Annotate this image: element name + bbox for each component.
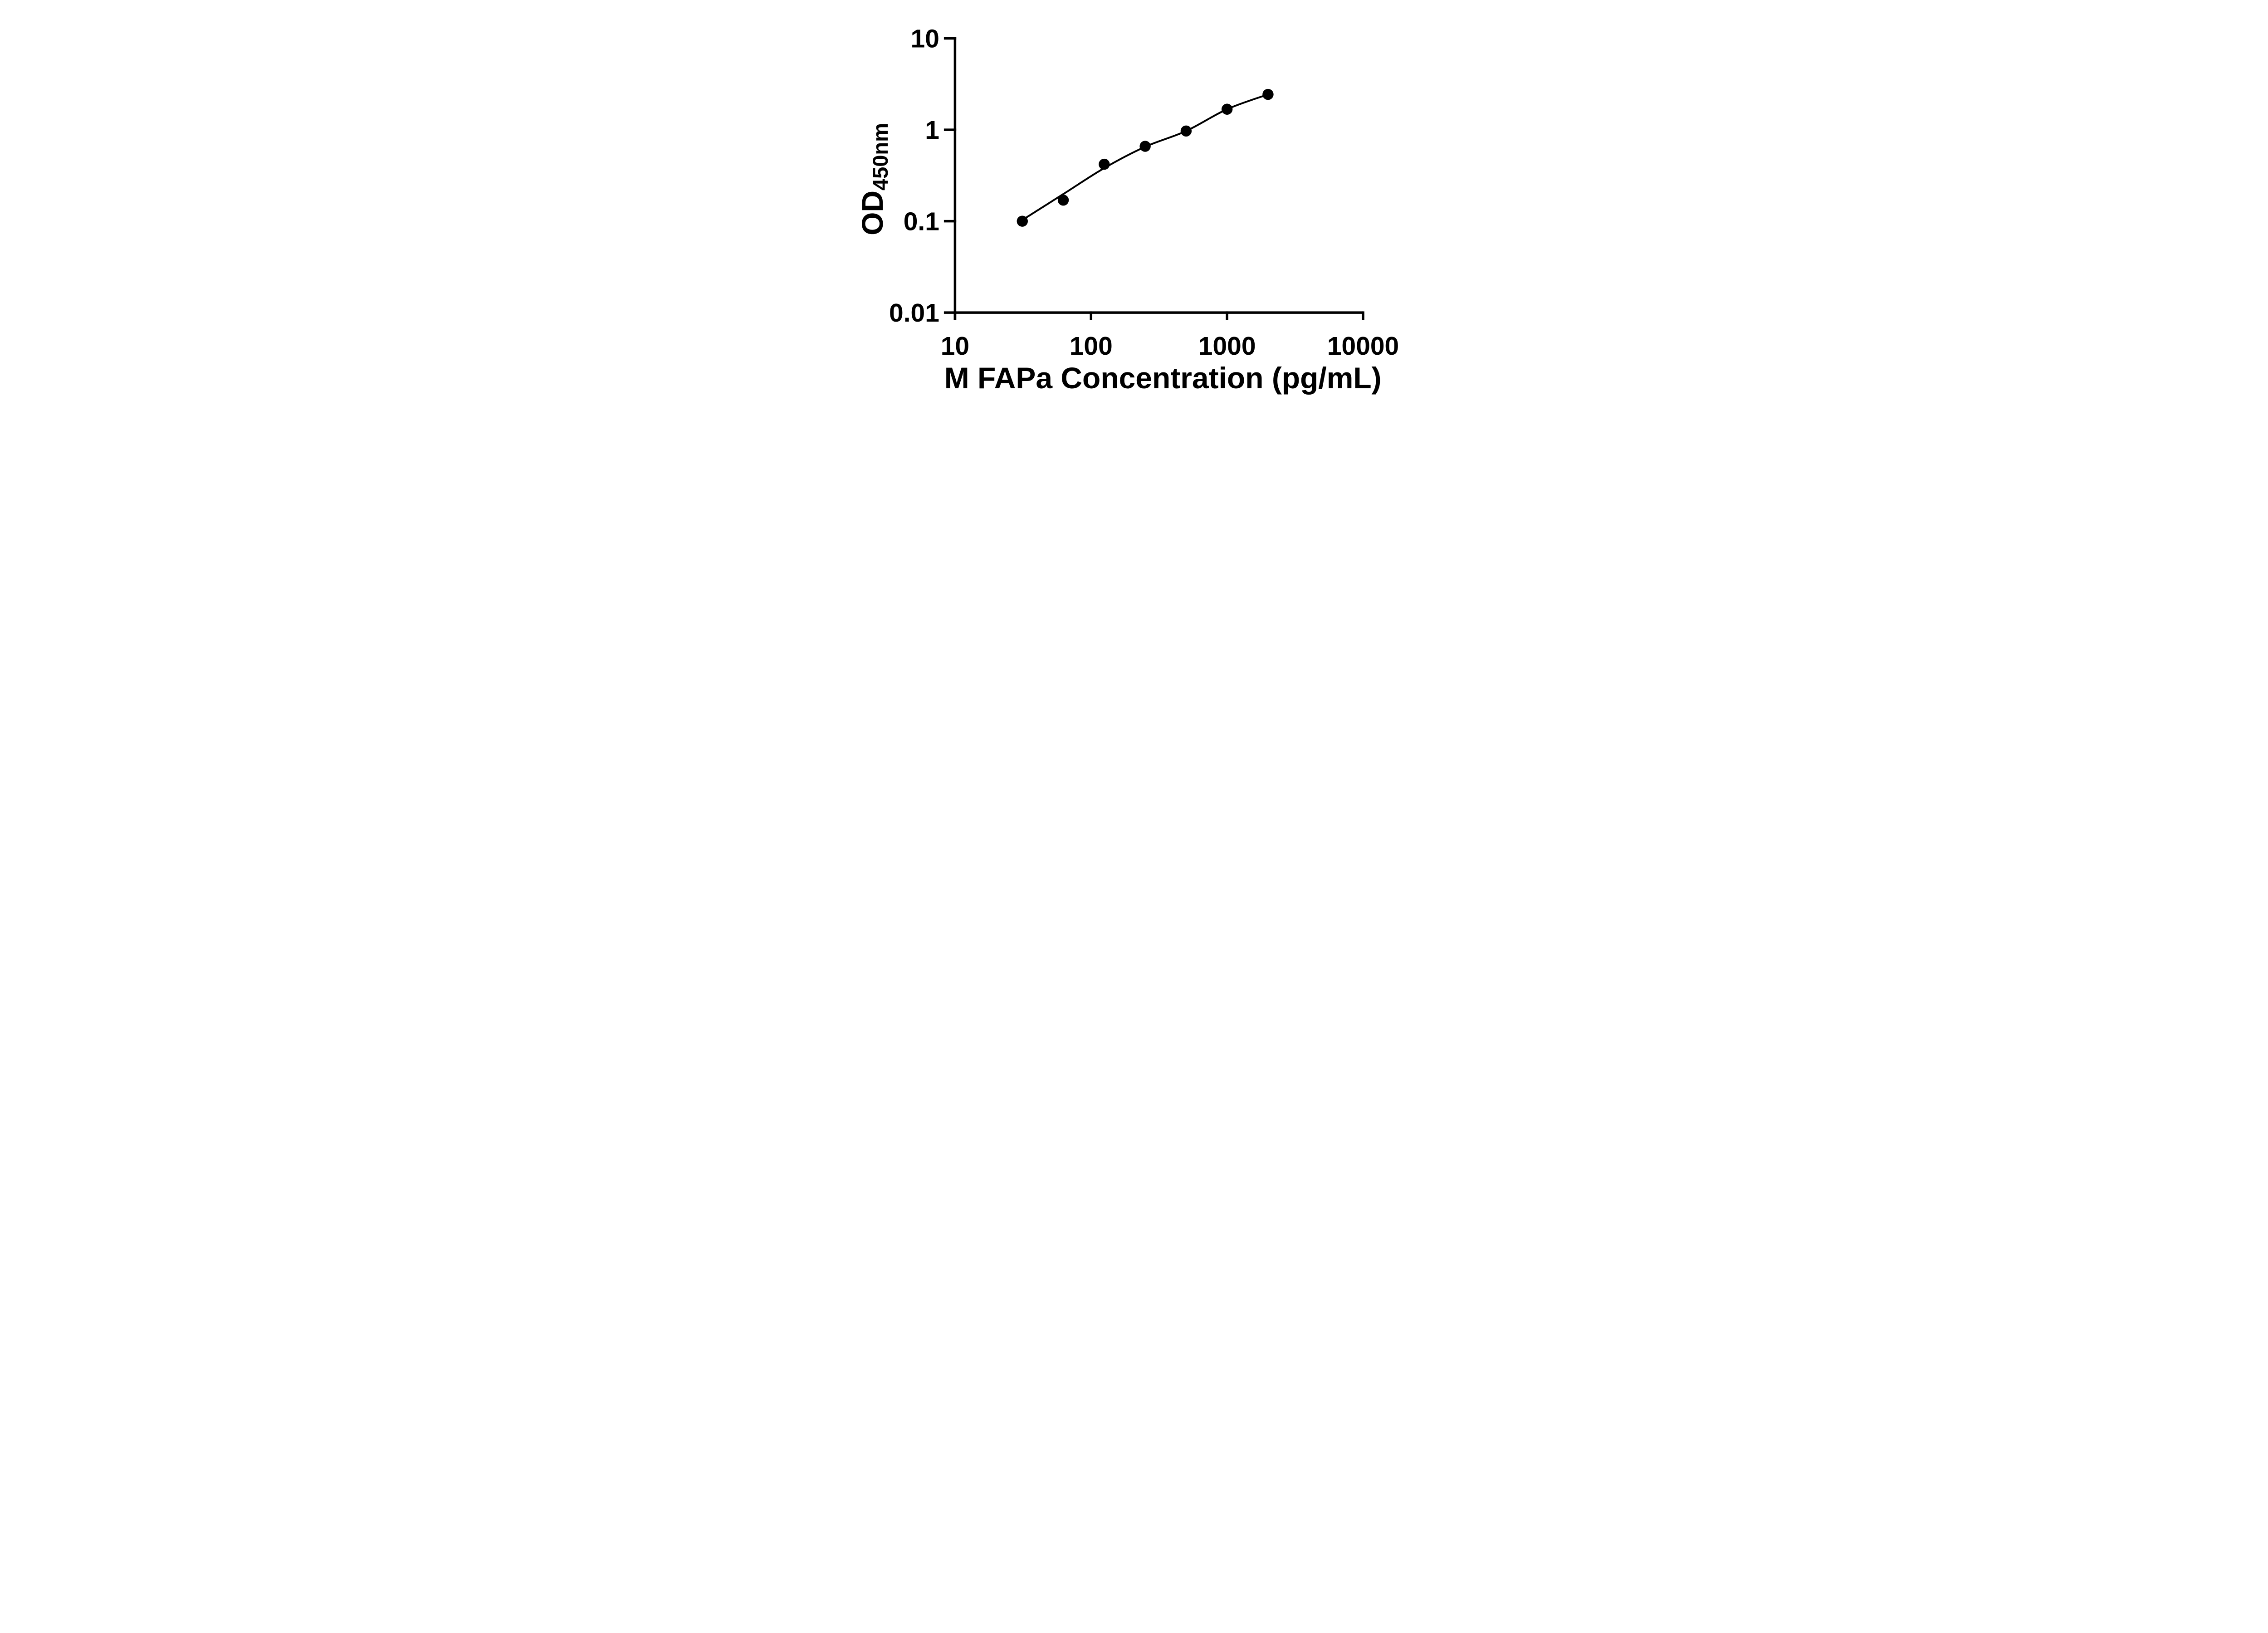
axes-layer	[943, 37, 1364, 320]
x-tick-label: 10000	[1327, 332, 1398, 361]
x-axis-title: M FAPa Concentration (pg/mL)	[944, 361, 1381, 395]
data-point	[1139, 141, 1151, 152]
y-tick-label: 1	[925, 116, 939, 145]
elisa-standard-curve-figure: 10 1 0.1 0.01 10 100 1000 10000 M FAPa Concentr…	[842, 0, 1426, 408]
y-axis-title: OD450nm	[855, 123, 892, 235]
y-axis-title-subscript: 450nm	[868, 123, 892, 191]
data-point	[1180, 125, 1192, 137]
data-point	[1098, 158, 1110, 170]
y-axis-title-main: OD	[855, 191, 889, 235]
data-point	[1262, 88, 1274, 100]
series-layer	[1017, 88, 1274, 227]
y-tick-label: 10	[910, 24, 939, 54]
x-tick-label: 10	[940, 332, 969, 361]
x-tick-label: 100	[1069, 332, 1112, 361]
y-tick-label: 0.01	[889, 298, 939, 328]
y-tick-label: 0.1	[903, 207, 939, 236]
data-point	[1221, 103, 1232, 115]
svg-text:OD450nm: OD450nm	[855, 123, 892, 235]
data-point	[1017, 215, 1028, 227]
x-tick-label: 1000	[1198, 332, 1256, 361]
data-point	[1057, 195, 1069, 206]
